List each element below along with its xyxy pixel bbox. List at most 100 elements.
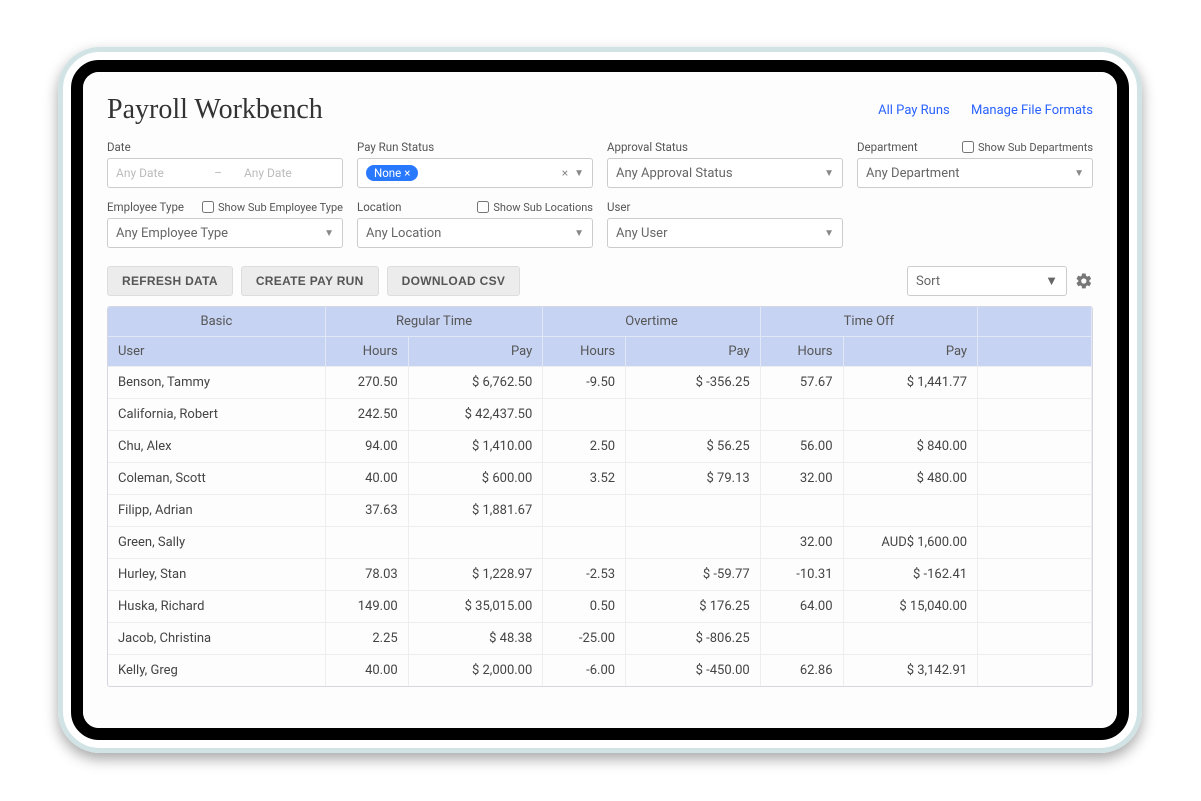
cell-to-hours: 56.00 — [760, 431, 843, 463]
cell-rt-pay: $ 1,410.00 — [408, 431, 543, 463]
cell-ot-pay: $ 176.25 — [626, 591, 761, 623]
cell-user: Hurley, Stan — [108, 559, 325, 591]
cell-user: Coleman, Scott — [108, 463, 325, 495]
cell-to-hours — [760, 623, 843, 655]
approval-status-filter: Approval Status Any Approval Status ▼ — [607, 140, 843, 188]
approval-status-select[interactable]: Any Approval Status ▼ — [607, 158, 843, 188]
cell-rt-pay — [408, 527, 543, 559]
chevron-down-icon: ▼ — [324, 228, 334, 239]
table-row[interactable]: Coleman, Scott40.00$ 600.003.52$ 79.1332… — [108, 463, 1092, 495]
cell-empty — [978, 399, 1092, 431]
department-select[interactable]: Any Department ▼ — [857, 158, 1093, 188]
chevron-down-icon: ▼ — [1045, 273, 1058, 289]
show-sub-employee-type-input[interactable] — [202, 201, 214, 213]
approval-status-label: Approval Status — [607, 140, 688, 154]
tablet-frame: Payroll Workbench All Pay Runs Manage Fi… — [58, 47, 1142, 753]
cell-rt-hours: 40.00 — [325, 655, 408, 687]
table-row[interactable]: California, Robert242.50$ 42,437.50 — [108, 399, 1092, 431]
department-label: Department — [857, 140, 918, 154]
cell-user: Filipp, Adrian — [108, 495, 325, 527]
table-row[interactable]: Benson, Tammy270.50$ 6,762.50-9.50$ -356… — [108, 367, 1092, 399]
cell-ot-pay: $ -59.77 — [626, 559, 761, 591]
cell-rt-pay: $ 6,762.50 — [408, 367, 543, 399]
cell-user: Chu, Alex — [108, 431, 325, 463]
cell-rt-hours: 149.00 — [325, 591, 408, 623]
cell-ot-hours — [543, 399, 626, 431]
group-regular-time: Regular Time — [325, 307, 542, 337]
col-to-pay[interactable]: Pay — [843, 337, 978, 367]
table-row[interactable]: Green, Sally32.00AUD$ 1,600.00 — [108, 527, 1092, 559]
chevron-down-icon: ▼ — [824, 228, 834, 239]
table-row[interactable]: Filipp, Adrian37.63$ 1,881.67 — [108, 495, 1092, 527]
cell-to-pay: $ 840.00 — [843, 431, 978, 463]
cell-ot-hours: -2.53 — [543, 559, 626, 591]
pay-run-status-select[interactable]: None × × ▼ — [357, 158, 593, 188]
cell-ot-hours: -25.00 — [543, 623, 626, 655]
cell-ot-pay: $ -450.00 — [626, 655, 761, 687]
col-ot-hours[interactable]: Hours — [543, 337, 626, 367]
cell-empty — [978, 559, 1092, 591]
chip-close-icon[interactable]: × — [404, 166, 410, 180]
date-filter: Date Any Date – Any Date — [107, 140, 343, 188]
cell-empty — [978, 367, 1092, 399]
cell-user: California, Robert — [108, 399, 325, 431]
location-select[interactable]: Any Location ▼ — [357, 218, 593, 248]
show-sub-employee-type-checkbox[interactable]: Show Sub Employee Type — [202, 201, 343, 214]
cell-ot-pay — [626, 495, 761, 527]
payroll-table: Basic Regular Time Overtime Time Off Use… — [108, 307, 1092, 686]
col-user[interactable]: User — [108, 337, 325, 367]
table-row[interactable]: Kelly, Greg40.00$ 2,000.00-6.00$ -450.00… — [108, 655, 1092, 687]
download-csv-button[interactable]: DOWNLOAD CSV — [387, 266, 521, 296]
cell-ot-pay: $ 56.25 — [626, 431, 761, 463]
chevron-down-icon: ▼ — [1074, 168, 1084, 179]
col-rt-hours[interactable]: Hours — [325, 337, 408, 367]
filters: Date Any Date – Any Date Pay Run Sta — [107, 140, 1093, 248]
chevron-down-icon: ▼ — [574, 168, 584, 179]
manage-file-formats-link[interactable]: Manage File Formats — [971, 103, 1093, 118]
date-label: Date — [107, 140, 131, 154]
refresh-data-button[interactable]: REFRESH DATA — [107, 266, 233, 296]
clear-icon[interactable]: × — [562, 166, 568, 180]
show-sub-departments-checkbox[interactable]: Show Sub Departments — [962, 141, 1093, 154]
cell-rt-pay: $ 2,000.00 — [408, 655, 543, 687]
cell-ot-pay — [626, 527, 761, 559]
actions-row: REFRESH DATA CREATE PAY RUN DOWNLOAD CSV… — [107, 266, 1093, 296]
cell-ot-hours: -9.50 — [543, 367, 626, 399]
show-sub-locations-input[interactable] — [477, 201, 489, 213]
cell-to-pay: $ 480.00 — [843, 463, 978, 495]
pay-run-status-chip[interactable]: None × — [366, 165, 418, 181]
cell-rt-hours: 94.00 — [325, 431, 408, 463]
date-range-input[interactable]: Any Date – Any Date — [107, 158, 343, 188]
table-row[interactable]: Hurley, Stan78.03$ 1,228.97-2.53$ -59.77… — [108, 559, 1092, 591]
date-to-placeholder: Any Date — [244, 166, 292, 180]
gear-icon[interactable] — [1075, 272, 1093, 290]
cell-user: Kelly, Greg — [108, 655, 325, 687]
pay-run-status-label: Pay Run Status — [357, 140, 434, 154]
table-row[interactable]: Chu, Alex94.00$ 1,410.002.50$ 56.2556.00… — [108, 431, 1092, 463]
all-pay-runs-link[interactable]: All Pay Runs — [878, 103, 950, 118]
cell-to-pay: $ 15,040.00 — [843, 591, 978, 623]
group-basic: Basic — [108, 307, 325, 337]
col-rt-pay[interactable]: Pay — [408, 337, 543, 367]
user-label: User — [607, 200, 630, 214]
user-select[interactable]: Any User ▼ — [607, 218, 843, 248]
user-filter: User Any User ▼ — [607, 200, 843, 248]
table-row[interactable]: Huska, Richard149.00$ 35,015.000.50$ 176… — [108, 591, 1092, 623]
col-to-hours[interactable]: Hours — [760, 337, 843, 367]
location-label: Location — [357, 200, 402, 214]
show-sub-departments-input[interactable] — [962, 141, 974, 153]
col-empty — [978, 337, 1092, 367]
cell-rt-hours — [325, 527, 408, 559]
table-row[interactable]: Jacob, Christina2.25$ 48.38-25.00$ -806.… — [108, 623, 1092, 655]
col-ot-pay[interactable]: Pay — [626, 337, 761, 367]
create-pay-run-button[interactable]: CREATE PAY RUN — [241, 266, 379, 296]
location-filter: Location Show Sub Locations Any Location… — [357, 200, 593, 248]
cell-rt-pay: $ 42,437.50 — [408, 399, 543, 431]
employee-type-select[interactable]: Any Employee Type ▼ — [107, 218, 343, 248]
cell-to-hours: 57.67 — [760, 367, 843, 399]
sort-select[interactable]: Sort ▼ — [907, 266, 1067, 296]
cell-to-hours: -10.31 — [760, 559, 843, 591]
show-sub-locations-checkbox[interactable]: Show Sub Locations — [477, 201, 593, 214]
cell-to-pay: $ -162.41 — [843, 559, 978, 591]
cell-ot-pay: $ -806.25 — [626, 623, 761, 655]
